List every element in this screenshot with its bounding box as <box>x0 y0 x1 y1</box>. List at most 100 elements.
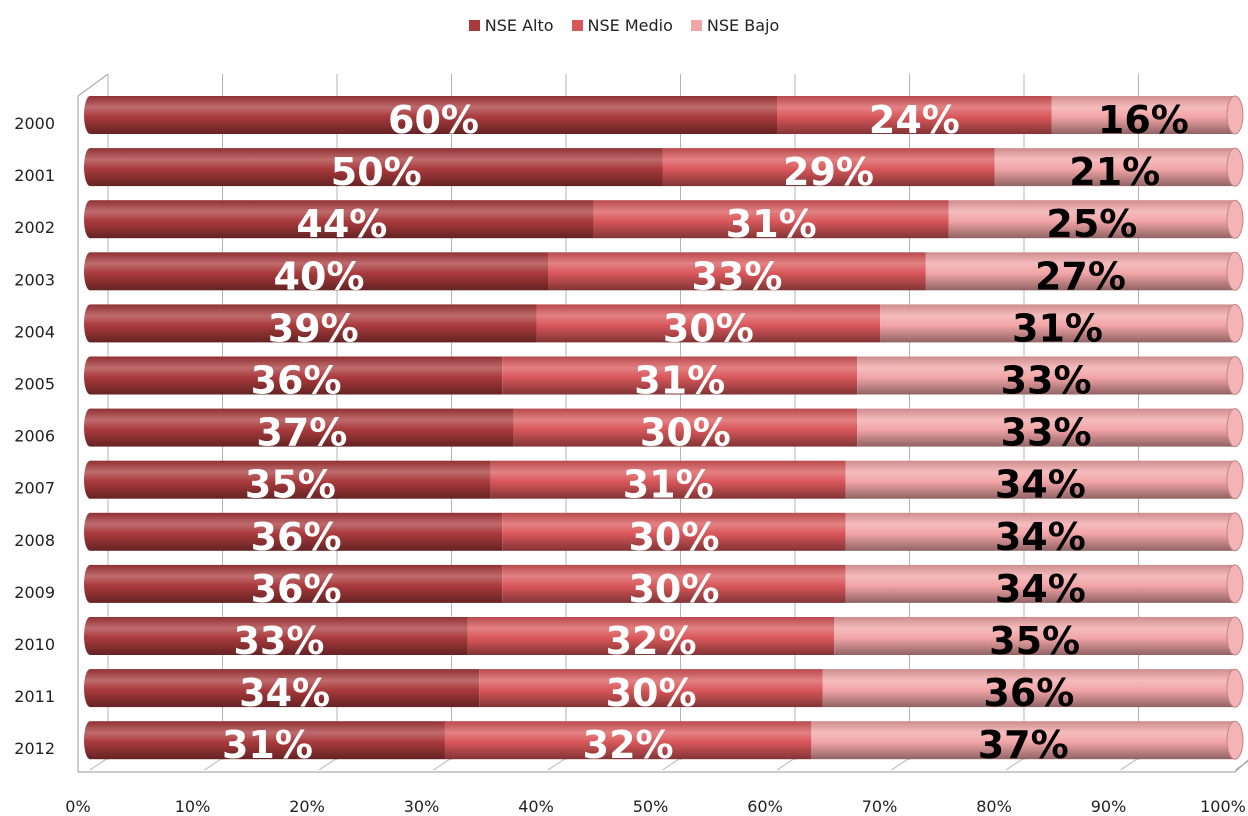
data-label: 34% <box>995 567 1086 611</box>
data-label: 36% <box>251 567 342 611</box>
legend-item-medio: NSE Medio <box>571 16 673 35</box>
y-tick-label: 2009 <box>14 583 55 602</box>
legend: NSE Alto NSE Medio NSE Bajo <box>0 16 1248 35</box>
bar-segment <box>502 356 858 395</box>
bar-segment <box>444 721 812 760</box>
bar-segment <box>845 564 1235 603</box>
legend-swatch-medio <box>571 20 583 31</box>
data-label: 31% <box>222 723 313 767</box>
bar-left-cap <box>84 304 96 343</box>
depth-line <box>1120 757 1139 771</box>
bar-left-cap <box>84 721 96 760</box>
depth-line <box>433 757 452 771</box>
data-label: 60% <box>388 98 479 142</box>
bar-right-cap <box>1226 668 1244 708</box>
bar-right-cap <box>1226 512 1244 552</box>
data-label: 16% <box>1098 98 1189 142</box>
bar-segment <box>90 200 594 239</box>
legend-label-medio: NSE Medio <box>587 16 673 35</box>
x-tick-label: 40% <box>518 797 554 816</box>
depth-line <box>1234 760 1248 771</box>
bar-row <box>84 356 1244 395</box>
bar-segment <box>90 460 491 499</box>
bar-row <box>84 564 1244 604</box>
data-label: 33% <box>691 254 782 298</box>
bar-left-cap <box>84 408 96 447</box>
data-label: 40% <box>274 254 365 298</box>
bar-segment <box>467 617 835 655</box>
bar-segment <box>90 408 514 447</box>
bar-segment <box>948 200 1235 239</box>
bar-segment <box>662 148 995 187</box>
bar-segment <box>834 617 1235 655</box>
data-label: 27% <box>1035 254 1126 298</box>
bar-segment <box>490 460 846 499</box>
data-label: 32% <box>606 619 697 663</box>
bar-segment <box>90 356 503 395</box>
bar-right-cap <box>1226 303 1244 343</box>
data-label: 31% <box>623 463 714 507</box>
data-label: 33% <box>233 619 324 663</box>
bar-segment <box>90 148 663 187</box>
data-label: 30% <box>640 411 731 455</box>
bar-left-cap <box>84 512 96 551</box>
x-tick-label: 30% <box>404 797 440 816</box>
data-label: 32% <box>583 723 674 767</box>
bar-right-cap <box>1226 147 1244 187</box>
y-tick-label: 2010 <box>14 635 55 654</box>
legend-swatch-bajo <box>690 20 702 31</box>
bar-segment <box>90 304 537 343</box>
bar-left-cap <box>84 252 96 291</box>
bar-segment <box>90 512 503 551</box>
bar-left-cap <box>84 96 96 134</box>
x-tick-label: 70% <box>862 797 898 816</box>
bar-right-cap <box>1226 251 1244 291</box>
depth-line <box>547 757 567 771</box>
legend-swatch-alto <box>468 20 480 31</box>
data-label: 24% <box>869 98 960 142</box>
bar-row <box>84 95 1244 135</box>
bar-segment <box>536 304 881 343</box>
data-label: 35% <box>245 463 336 507</box>
y-tick-label: 2003 <box>14 270 55 289</box>
data-label: 31% <box>634 359 725 403</box>
data-label: 34% <box>995 463 1086 507</box>
data-label: 44% <box>296 202 387 246</box>
bar-segment <box>857 356 1235 395</box>
bar-right-cap <box>1226 616 1244 656</box>
bar-left-cap <box>84 669 96 708</box>
bar-row <box>84 251 1244 291</box>
bar-left-cap <box>84 617 96 655</box>
data-label: 31% <box>1012 306 1103 350</box>
y-tick-label: 2008 <box>14 531 55 550</box>
y-tick-label: 2005 <box>14 375 55 394</box>
data-label: 37% <box>256 411 347 455</box>
bar-row <box>84 512 1244 552</box>
depth-line <box>1005 757 1025 771</box>
y-tick-label: 2004 <box>14 322 55 341</box>
data-label: 30% <box>606 671 697 715</box>
depth-line <box>204 757 223 771</box>
bar-row <box>84 668 1244 708</box>
bar-segment <box>994 148 1235 187</box>
bar-right-cap <box>1226 564 1244 604</box>
x-tick-label: 20% <box>289 797 325 816</box>
x-tick-label: 0% <box>65 797 90 816</box>
bar-segment <box>593 200 949 239</box>
data-label: 21% <box>1069 150 1160 194</box>
x-tick-label: 10% <box>175 797 211 816</box>
x-tick-label: 90% <box>1091 797 1127 816</box>
depth-line <box>662 757 681 771</box>
bar-segment <box>90 617 468 655</box>
bar-segment <box>502 564 846 603</box>
data-label: 39% <box>268 306 359 350</box>
x-tick-label: 100% <box>1200 797 1246 816</box>
bar-segment <box>479 669 823 708</box>
bar-segment <box>90 721 445 760</box>
bar-segment <box>90 564 503 603</box>
bar-segment <box>857 408 1235 447</box>
data-label: 36% <box>251 359 342 403</box>
bar-segment <box>880 304 1235 343</box>
data-label: 36% <box>983 671 1074 715</box>
depth-line <box>891 757 910 771</box>
